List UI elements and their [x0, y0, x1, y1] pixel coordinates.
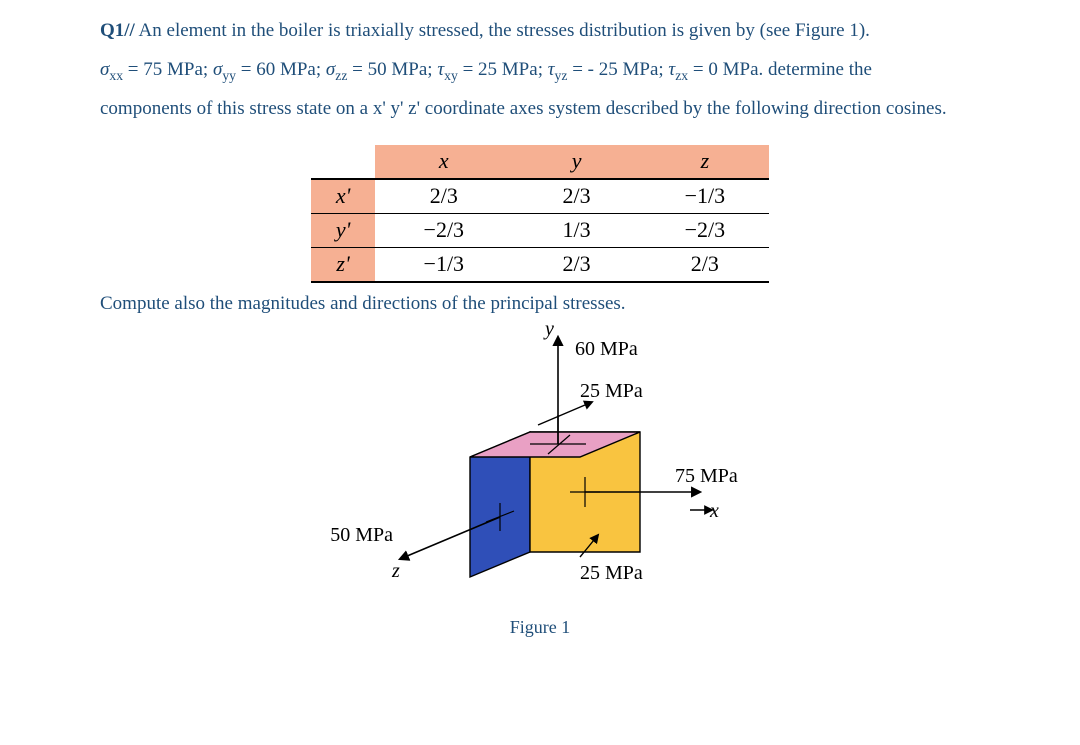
table-cell: 2/3	[641, 247, 769, 282]
table-rowhead: x'	[311, 179, 375, 214]
stress-cube-svg: y 60 MPa 25 MPa 75 MPa x 25 MPa	[280, 317, 800, 617]
problem-sentence-a: An element in the boiler is triaxially s…	[139, 20, 870, 41]
table-cell: 2/3	[513, 247, 641, 282]
tau-top-label: 25 MPa	[580, 380, 643, 402]
table-rowhead: y'	[311, 213, 375, 247]
sigma-z-label: 50 MPa	[330, 524, 393, 546]
sigma-y-label: 60 MPa	[575, 338, 638, 360]
problem-sentence-b: components of this stress state on a x' …	[100, 98, 947, 119]
table-corner	[311, 145, 375, 179]
compute-line: Compute also the magnitudes and directio…	[100, 293, 980, 315]
tau-bottom-label: 25 MPa	[580, 562, 643, 584]
table-cell: 2/3	[375, 179, 512, 214]
table-cell: 1/3	[513, 213, 641, 247]
sigma-x-label: 75 MPa	[675, 465, 738, 487]
table-col-x: x	[375, 145, 512, 179]
tau-top-arrow	[538, 402, 592, 425]
tzx-val: 0 MPa	[708, 59, 758, 80]
problem-statement: Q1// An element in the boiler is triaxia…	[100, 12, 980, 129]
table-cell: −2/3	[641, 213, 769, 247]
table-col-y: y	[513, 145, 641, 179]
sxx-val: 75 MPa	[143, 59, 203, 80]
tyz-val: - 25 MPa	[588, 59, 659, 80]
direction-cosines-table: xyzx'2/32/3−1/3y'−2/31/3−2/3z'−1/32/32/3	[311, 145, 769, 283]
x-axis-label: x	[709, 500, 719, 522]
page: Q1// An element in the boiler is triaxia…	[0, 0, 1080, 638]
syy-val: 60 MPa	[256, 59, 316, 80]
figure-1: y 60 MPa 25 MPa 75 MPa x 25 MPa	[100, 317, 980, 638]
figure-caption: Figure 1	[100, 617, 980, 638]
txy-val: 25 MPa	[478, 59, 538, 80]
table-cell: −1/3	[375, 247, 512, 282]
table-col-z: z	[641, 145, 769, 179]
szz-val: 50 MPa	[368, 59, 428, 80]
y-axis-label: y	[543, 318, 554, 340]
table-cell: −2/3	[375, 213, 512, 247]
table-rowhead: z'	[311, 247, 375, 282]
question-label: Q1//	[100, 20, 135, 41]
table-cell: −1/3	[641, 179, 769, 214]
z-axis-label: z	[391, 560, 400, 582]
table-cell: 2/3	[513, 179, 641, 214]
